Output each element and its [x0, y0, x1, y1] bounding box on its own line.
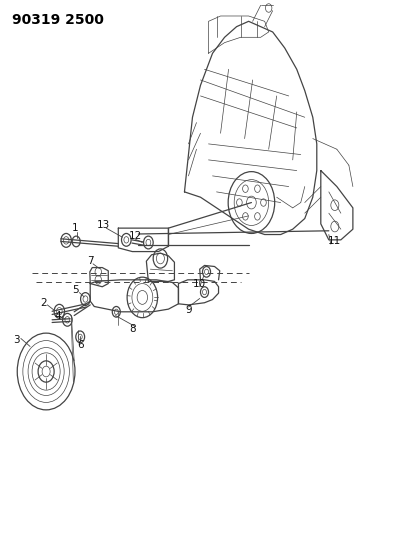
Text: 4: 4 — [55, 311, 61, 320]
Text: 11: 11 — [328, 236, 342, 246]
Text: 6: 6 — [77, 341, 83, 350]
Text: 9: 9 — [185, 305, 192, 315]
Text: 7: 7 — [87, 256, 93, 266]
Text: 1: 1 — [72, 223, 79, 233]
Text: 90319 2500: 90319 2500 — [12, 13, 104, 27]
Text: 10: 10 — [193, 279, 206, 288]
Text: 2: 2 — [40, 298, 47, 308]
Text: 3: 3 — [13, 335, 19, 345]
Text: 13: 13 — [97, 220, 110, 230]
Text: 12: 12 — [129, 231, 142, 240]
Text: 8: 8 — [129, 325, 136, 334]
Text: 5: 5 — [72, 286, 79, 295]
